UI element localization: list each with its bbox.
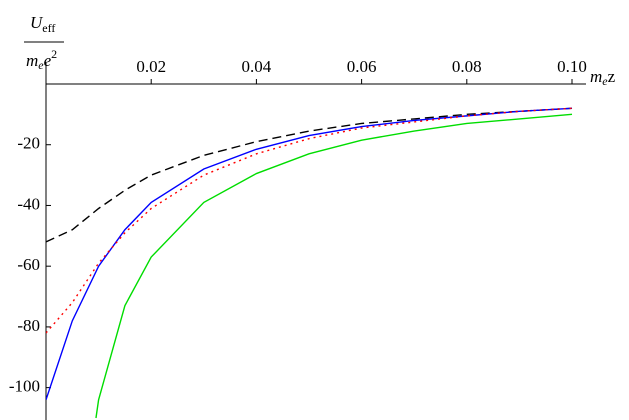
x-tick-label: 0.08: [452, 57, 482, 76]
y-tick-label: -40: [17, 194, 40, 213]
y-label-part: m: [26, 51, 38, 70]
y-label-part: eff: [42, 21, 55, 35]
x-label-part: e: [602, 74, 608, 88]
x-tick-label: 0.06: [347, 57, 377, 76]
line-series: [95, 113, 573, 419]
svg-text:Ueff: Ueff: [30, 13, 55, 35]
x-tick-label: 0.04: [242, 57, 272, 76]
y-tick-label: -20: [17, 134, 40, 153]
y-label: Ueff mee2: [24, 13, 64, 72]
y-tick-label: -100: [9, 377, 40, 396]
x-label-part: z: [608, 67, 616, 86]
line-series: [46, 107, 573, 401]
x-label-part: m: [590, 67, 602, 86]
x-tick-label: 0.10: [557, 57, 587, 76]
y-label-part: e: [44, 51, 52, 70]
x-label: mez: [590, 67, 616, 88]
y-label-part: U: [30, 13, 44, 32]
svg-text:mee2: mee2: [26, 47, 57, 72]
y-label-part: e: [38, 58, 44, 72]
x-tick-label: 0.02: [136, 57, 166, 76]
line-series: [46, 107, 573, 243]
y-label-part: 2: [51, 47, 57, 61]
line-series: [46, 107, 573, 334]
plot-area: [46, 107, 573, 419]
y-tick-label: -80: [17, 316, 40, 335]
y-tick-label: -60: [17, 255, 40, 274]
